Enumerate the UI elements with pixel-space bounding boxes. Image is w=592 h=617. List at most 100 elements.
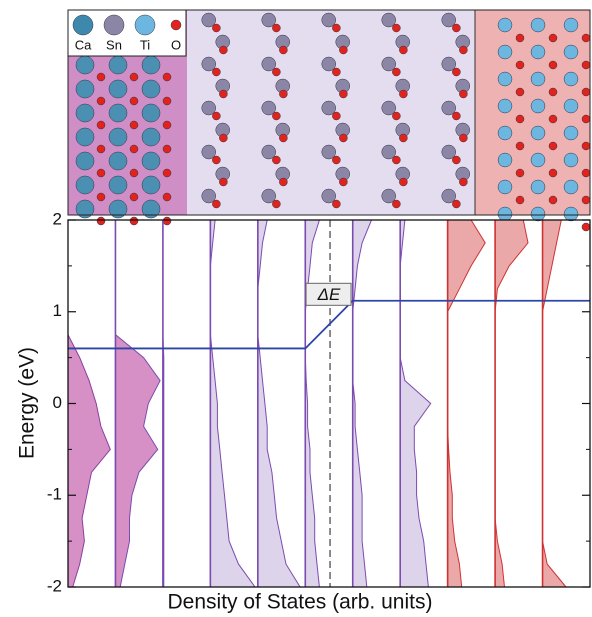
atom: [516, 169, 524, 177]
atom: [498, 99, 512, 113]
atom: [109, 104, 127, 122]
atom: [97, 169, 105, 177]
atom: [392, 112, 400, 120]
atom: [564, 207, 578, 221]
atom: [582, 169, 590, 177]
atom: [582, 196, 590, 204]
dos-area: [400, 220, 431, 587]
atom: [97, 193, 105, 201]
atom: [452, 68, 460, 76]
atom: [549, 169, 557, 177]
atom: [142, 128, 160, 146]
x-axis-title: Density of States (arb. units): [168, 591, 433, 614]
atom: [76, 176, 94, 194]
atom: [452, 156, 460, 164]
atom: [452, 200, 460, 208]
atom: [219, 46, 227, 54]
atom: [163, 73, 171, 81]
atom: [163, 145, 171, 153]
atom: [498, 126, 512, 140]
atom: [564, 72, 578, 86]
atom: [332, 68, 340, 76]
atom: [142, 104, 160, 122]
atom: [399, 134, 407, 142]
atom: [516, 196, 524, 204]
legend-label: Ca: [75, 37, 92, 52]
atom: [272, 156, 280, 164]
atom: [564, 180, 578, 194]
atom: [549, 196, 557, 204]
atom: [498, 45, 512, 59]
atom: [459, 178, 467, 186]
atom: [272, 24, 280, 32]
dos-area: [115, 220, 160, 587]
atom: [582, 223, 590, 231]
atom: [459, 134, 467, 142]
atom: [279, 134, 287, 142]
atom: [279, 90, 287, 98]
atom: [272, 112, 280, 120]
atom: [272, 200, 280, 208]
y-tick-label: -1: [47, 485, 62, 504]
atom: [339, 134, 347, 142]
atom: [219, 134, 227, 142]
y-tick-label: 2: [53, 209, 62, 228]
atom: [516, 142, 524, 150]
page: {"chart_data": { "type": "dos", "ylabel"…: [0, 0, 592, 617]
atom: [392, 24, 400, 32]
atom: [130, 169, 138, 177]
atom: [399, 90, 407, 98]
atom: [130, 97, 138, 105]
atom: [142, 176, 160, 194]
atom: [549, 61, 557, 69]
atom: [163, 97, 171, 105]
atom: [109, 128, 127, 146]
atom: [130, 193, 138, 201]
atom: [452, 24, 460, 32]
atom: [531, 153, 545, 167]
atom: [130, 121, 138, 129]
band-edge: [68, 301, 590, 349]
atom: [97, 217, 105, 225]
atom: [130, 145, 138, 153]
legend-marker: [73, 15, 93, 35]
atom: [392, 200, 400, 208]
atom: [498, 207, 512, 221]
atom: [564, 99, 578, 113]
atom: [97, 73, 105, 81]
y-axis-title: Energy (eV): [16, 347, 39, 459]
atom: [498, 153, 512, 167]
atom: [582, 34, 590, 42]
atom: [130, 217, 138, 225]
atom: [76, 104, 94, 122]
atom: [564, 18, 578, 32]
atom: [459, 46, 467, 54]
atom: [549, 115, 557, 123]
atom: [582, 142, 590, 150]
atom: [399, 178, 407, 186]
annotation: ΔE: [317, 285, 341, 304]
dos-area: [495, 220, 528, 587]
atom: [564, 153, 578, 167]
atom: [498, 72, 512, 86]
atom: [332, 156, 340, 164]
atom: [332, 200, 340, 208]
atom: [109, 176, 127, 194]
atom: [339, 90, 347, 98]
dos-area: [210, 220, 255, 587]
atom: [130, 73, 138, 81]
atom: [531, 180, 545, 194]
atom: [212, 24, 220, 32]
atom: [142, 56, 160, 74]
atom: [452, 112, 460, 120]
atom: [392, 68, 400, 76]
atom: [531, 99, 545, 113]
atom: [219, 90, 227, 98]
atom: [531, 18, 545, 32]
figure: ΔE-2-1012 Density of States (arb. units)…: [0, 0, 592, 617]
atom: [142, 152, 160, 170]
atom: [516, 88, 524, 96]
atom: [549, 34, 557, 42]
atom: [531, 72, 545, 86]
